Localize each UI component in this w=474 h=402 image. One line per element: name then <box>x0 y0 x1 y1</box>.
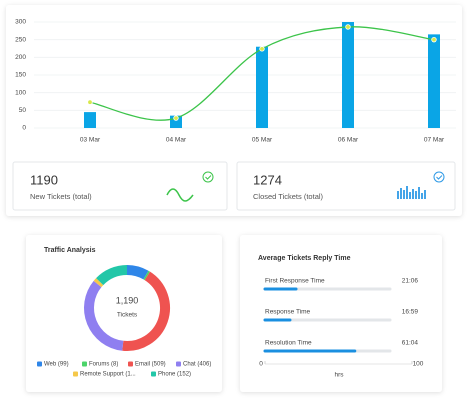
legend-swatch <box>176 361 181 367</box>
bar <box>342 22 354 128</box>
bar <box>84 112 96 128</box>
legend-label: Remote Support (1... <box>80 372 136 378</box>
legend-swatch <box>73 371 78 377</box>
point <box>87 99 93 105</box>
legend-label: Forums (8) <box>89 362 118 368</box>
check-icon <box>433 171 445 183</box>
point <box>431 36 437 43</box>
bar <box>256 46 268 128</box>
value-label: 21:06 <box>402 278 419 285</box>
stat-label: New Tickets (total) <box>30 192 92 201</box>
value-label: 61:04 <box>402 340 419 347</box>
card-title: Traffic Analysis <box>44 247 96 254</box>
legend-label: Web (99) <box>44 362 69 368</box>
y-tick-label: 100 <box>15 89 26 96</box>
row-label: Response Time <box>265 309 311 316</box>
check-icon <box>436 175 443 180</box>
row-label: Resolution Time <box>265 340 312 347</box>
check-icon <box>205 175 212 180</box>
check-icon <box>202 171 214 183</box>
x-axis-label: hrs <box>334 372 344 379</box>
x-tick-label: 03 Mar <box>80 137 101 144</box>
x-tick-label: 05 Mar <box>252 137 273 144</box>
stat-card <box>12 161 228 211</box>
legend-swatch <box>151 371 156 377</box>
legend-swatch <box>37 361 42 367</box>
row-label: First Response Time <box>265 278 325 285</box>
traffic-card <box>26 235 222 392</box>
reply-card <box>240 235 442 392</box>
y-tick-label: 300 <box>15 19 26 26</box>
sparkline <box>166 188 194 202</box>
y-tick-label: 50 <box>19 107 27 114</box>
x-tick-label: 06 Mar <box>338 137 359 144</box>
y-tick-label: 250 <box>15 36 26 43</box>
x-tick-label: 07 Mar <box>424 137 445 144</box>
legend-swatch <box>128 361 133 367</box>
x-tick-label: 0 <box>259 361 263 368</box>
legend-label: Email (509) <box>135 362 166 368</box>
sparkline <box>397 186 426 199</box>
stat-value: 1190 <box>30 172 58 187</box>
donut-segment <box>143 270 151 281</box>
donut-segment <box>126 265 149 280</box>
card-title: Average Tickets Reply Time <box>258 255 351 262</box>
point <box>259 46 265 52</box>
legend-label: Phone (152) <box>158 372 191 378</box>
point <box>345 24 351 30</box>
legend-swatch <box>82 361 87 367</box>
x-tick-label: 04 Mar <box>166 137 187 144</box>
point <box>173 115 179 121</box>
bar <box>428 34 440 128</box>
x-tick-label: 100 <box>413 361 424 368</box>
value-label: 16:59 <box>402 309 419 316</box>
donut-center: 1,190 <box>116 295 139 305</box>
y-tick-label: 150 <box>15 72 26 79</box>
donut-segment <box>93 278 104 288</box>
legend-label: Chat (406) <box>183 362 211 368</box>
y-tick-label: 200 <box>15 54 26 61</box>
donut-center-label: Tickets <box>117 312 138 319</box>
donut-segment <box>96 265 128 286</box>
donut-segment <box>122 271 170 351</box>
stat-label: Closed Tickets (total) <box>253 192 324 201</box>
y-tick-label: 0 <box>22 125 26 132</box>
stat-value: 1274 <box>253 172 282 187</box>
donut-segment <box>84 280 124 351</box>
